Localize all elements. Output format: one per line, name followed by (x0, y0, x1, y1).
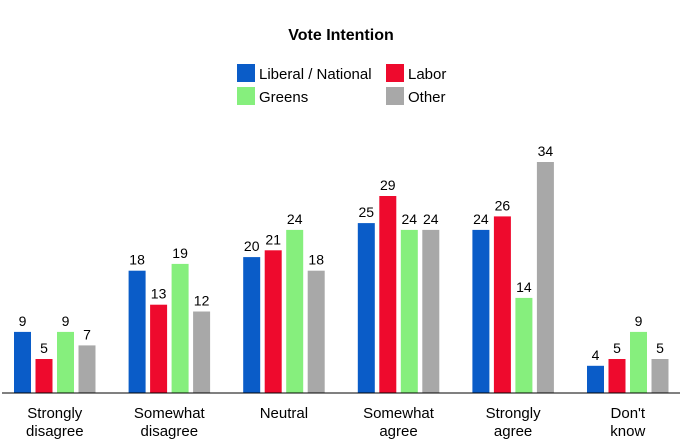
legend-label-1: Liberal / National (259, 66, 372, 83)
bar-3-4 (400, 229, 418, 393)
data-label-2-6: 5 (613, 340, 621, 356)
legend-label-3: Greens (259, 89, 308, 106)
data-label-1-2: 18 (129, 252, 145, 268)
bar-4-5 (536, 162, 554, 393)
data-label-3-1: 9 (62, 313, 70, 329)
data-label-3-3: 24 (287, 211, 303, 227)
chart-title: Vote Intention (288, 27, 393, 44)
bar-2-3 (264, 250, 282, 393)
data-label-4-5: 34 (538, 143, 554, 159)
data-label-3-6: 9 (635, 313, 643, 329)
bar-1-4 (357, 223, 375, 393)
category-label-4-2: agree (379, 423, 417, 440)
data-label-4-2: 12 (194, 293, 210, 309)
bar-1-6 (587, 365, 604, 393)
data-label-4-1: 7 (83, 326, 91, 342)
bar-3-2 (171, 263, 189, 393)
bar-4-2 (193, 311, 211, 393)
data-label-1-3: 20 (244, 238, 260, 254)
legend-swatch-1 (237, 64, 255, 82)
category-label-2-1: Somewhat (134, 405, 206, 422)
data-label-1-1: 9 (19, 313, 27, 329)
chart-legend: Liberal / National Labor Greens Other (237, 64, 446, 106)
bar-1-3 (243, 257, 261, 393)
category-label-1-2: disagree (26, 423, 84, 440)
bar-3-1 (57, 331, 74, 393)
bar-2-2 (150, 304, 168, 393)
data-label-1-5: 24 (473, 211, 489, 227)
bar-4-3 (307, 270, 325, 393)
data-label-2-3: 21 (265, 231, 281, 247)
bar-2-5 (493, 216, 511, 393)
data-label-4-4: 24 (423, 211, 439, 227)
bar-4-4 (422, 229, 440, 393)
data-label-3-5: 14 (516, 279, 532, 295)
category-label-2-2: disagree (141, 423, 199, 440)
legend-label-4: Other (408, 89, 446, 106)
data-label-3-4: 24 (402, 211, 418, 227)
bar-3-3 (286, 229, 304, 393)
legend-swatch-4 (386, 87, 404, 105)
bar-1-2 (128, 270, 146, 393)
category-label-5-1: Strongly (486, 405, 542, 422)
bar-1-1 (14, 331, 31, 393)
category-label-4-1: Somewhat (363, 405, 435, 422)
category-label-1-1: Strongly (27, 405, 83, 422)
data-label-2-5: 26 (495, 197, 511, 213)
category-label-5-2: agree (494, 423, 532, 440)
bar-4-1 (78, 345, 96, 393)
bar-2-6 (608, 359, 626, 393)
bar-4-6 (651, 359, 669, 393)
bar-1-5 (472, 229, 490, 393)
legend-swatch-2 (386, 64, 404, 82)
data-label-1-4: 25 (359, 204, 375, 220)
bar-3-6 (630, 331, 647, 393)
bar-3-5 (515, 297, 533, 393)
bar-2-4 (379, 196, 397, 393)
data-label-4-6: 5 (656, 340, 664, 356)
category-label-6-1: Don't (611, 405, 646, 422)
data-label-1-6: 4 (592, 347, 600, 363)
data-label-3-2: 19 (172, 245, 188, 261)
data-label-2-4: 29 (380, 177, 396, 193)
data-label-2-1: 5 (40, 340, 48, 356)
legend-label-2: Labor (408, 66, 446, 83)
legend-swatch-3 (237, 87, 255, 105)
category-label-6-2: know (610, 423, 645, 440)
data-label-2-2: 13 (151, 286, 167, 302)
data-label-4-3: 18 (308, 252, 324, 268)
bar-2-1 (35, 359, 53, 393)
category-label-3-1: Neutral (260, 405, 308, 422)
